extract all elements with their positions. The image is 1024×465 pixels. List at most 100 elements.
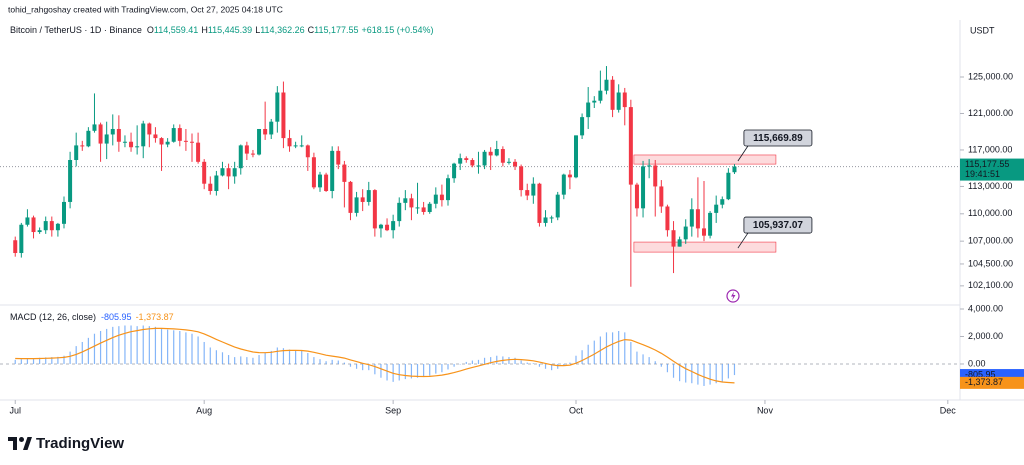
candle-body xyxy=(220,168,225,176)
macd-bar xyxy=(380,363,382,378)
candle-body xyxy=(586,102,591,118)
candle-body xyxy=(671,230,676,247)
y-tick-label: 2,000.00 xyxy=(968,331,1003,341)
macd-bar xyxy=(258,355,260,364)
macd-bar xyxy=(733,363,736,376)
macd-bar xyxy=(453,363,455,367)
macd-bar xyxy=(544,363,547,369)
y-tick-label: 110,000.00 xyxy=(968,208,1012,218)
candle-body xyxy=(110,128,115,135)
macd-bar xyxy=(569,362,571,364)
price-pane: 125,000.00 121,000.00 117,000.00 113,000.00… xyxy=(0,66,1024,415)
macd-bar xyxy=(435,363,437,374)
macd-bar xyxy=(666,363,669,373)
candle-body xyxy=(549,217,554,219)
zone-connector xyxy=(737,145,749,162)
macd-bar xyxy=(148,326,150,364)
value-badge-label: -1,373.87 xyxy=(965,377,1003,387)
macd-bar xyxy=(581,350,583,364)
macd-bar xyxy=(191,333,193,364)
candle-body xyxy=(561,174,566,195)
candle-body xyxy=(80,145,85,147)
candle-body xyxy=(19,224,24,254)
candle-body xyxy=(720,199,725,205)
candle-body xyxy=(293,145,298,147)
candle-body xyxy=(31,217,36,233)
candle-body xyxy=(250,153,255,155)
candle-body xyxy=(500,149,505,163)
macd-bar xyxy=(118,326,120,364)
y-tick-label: 102,100.00 xyxy=(968,280,1013,290)
candle-body xyxy=(714,204,719,213)
x-tick-label: Jul xyxy=(9,405,21,415)
macd-bar xyxy=(410,363,413,379)
logo-part xyxy=(8,437,17,450)
candle-body xyxy=(116,128,121,142)
candle-body xyxy=(537,183,542,223)
candle-body xyxy=(403,198,408,203)
macd-bar xyxy=(343,362,345,364)
macd-bar xyxy=(557,363,559,369)
candle-body xyxy=(519,166,524,191)
candle-body xyxy=(226,168,231,177)
macd-bar xyxy=(185,332,187,364)
candle-body xyxy=(214,175,219,191)
macd-bar xyxy=(112,326,114,364)
last-price-label: 115,177.55 xyxy=(965,159,1009,169)
macd-bar xyxy=(672,363,675,378)
lightning-icon[interactable] xyxy=(726,289,740,303)
candle-body xyxy=(580,117,585,136)
candle-body xyxy=(372,190,377,229)
candle-body xyxy=(342,164,347,182)
macd-bar xyxy=(709,363,711,385)
macd-value: -805.95 xyxy=(101,312,132,322)
candle-body xyxy=(397,202,402,222)
x-tick-label: Oct xyxy=(569,405,584,415)
y-tick-label: 107,000.00 xyxy=(968,236,1013,246)
macd-bar xyxy=(630,341,632,364)
candle-body xyxy=(330,150,335,191)
x-tick-label: Aug xyxy=(196,405,212,415)
macd-bar xyxy=(404,363,406,380)
candle-body xyxy=(378,224,383,229)
candle-body xyxy=(531,183,536,196)
candle-body xyxy=(232,168,237,177)
macd-bar xyxy=(136,326,138,364)
macd-bar xyxy=(429,363,431,376)
candle-body xyxy=(165,141,170,145)
macd-bar xyxy=(648,357,650,364)
author-line: tohid_rahgoshay created with TradingView… xyxy=(8,4,283,14)
macd-title: MACD (12, 26, close) xyxy=(10,312,96,322)
macd-bar xyxy=(490,357,492,364)
icon-bolt xyxy=(731,291,736,301)
macd-bar xyxy=(270,350,272,364)
macd-bar xyxy=(173,330,175,364)
ohlc-value: 115,177.55 xyxy=(314,25,358,35)
ohlc-value: 115,445.39 xyxy=(208,25,252,35)
candle-body xyxy=(183,140,188,142)
macd-bar xyxy=(423,363,425,378)
candle-body xyxy=(464,158,469,160)
candle-body xyxy=(348,181,353,213)
macd-bar xyxy=(264,352,266,364)
candle-body xyxy=(311,157,316,188)
macd-bar xyxy=(362,363,364,371)
macd-bar xyxy=(301,350,303,364)
macd-bar xyxy=(154,326,157,364)
candle-body xyxy=(689,209,694,227)
macd-bar xyxy=(477,359,480,364)
value-badge-label: -805.95 xyxy=(965,369,996,379)
candle-body xyxy=(147,123,152,135)
candle-body xyxy=(506,161,511,163)
macd-bar xyxy=(167,329,169,364)
macd-bar xyxy=(197,336,199,364)
candle-body xyxy=(452,163,457,179)
candle-body xyxy=(366,190,371,202)
candle-body xyxy=(598,90,603,101)
macd-bar xyxy=(526,362,528,364)
candle-body xyxy=(98,124,103,144)
candle-body xyxy=(647,165,652,167)
x-tick-label: Nov xyxy=(757,405,774,415)
candle-body xyxy=(659,186,664,207)
